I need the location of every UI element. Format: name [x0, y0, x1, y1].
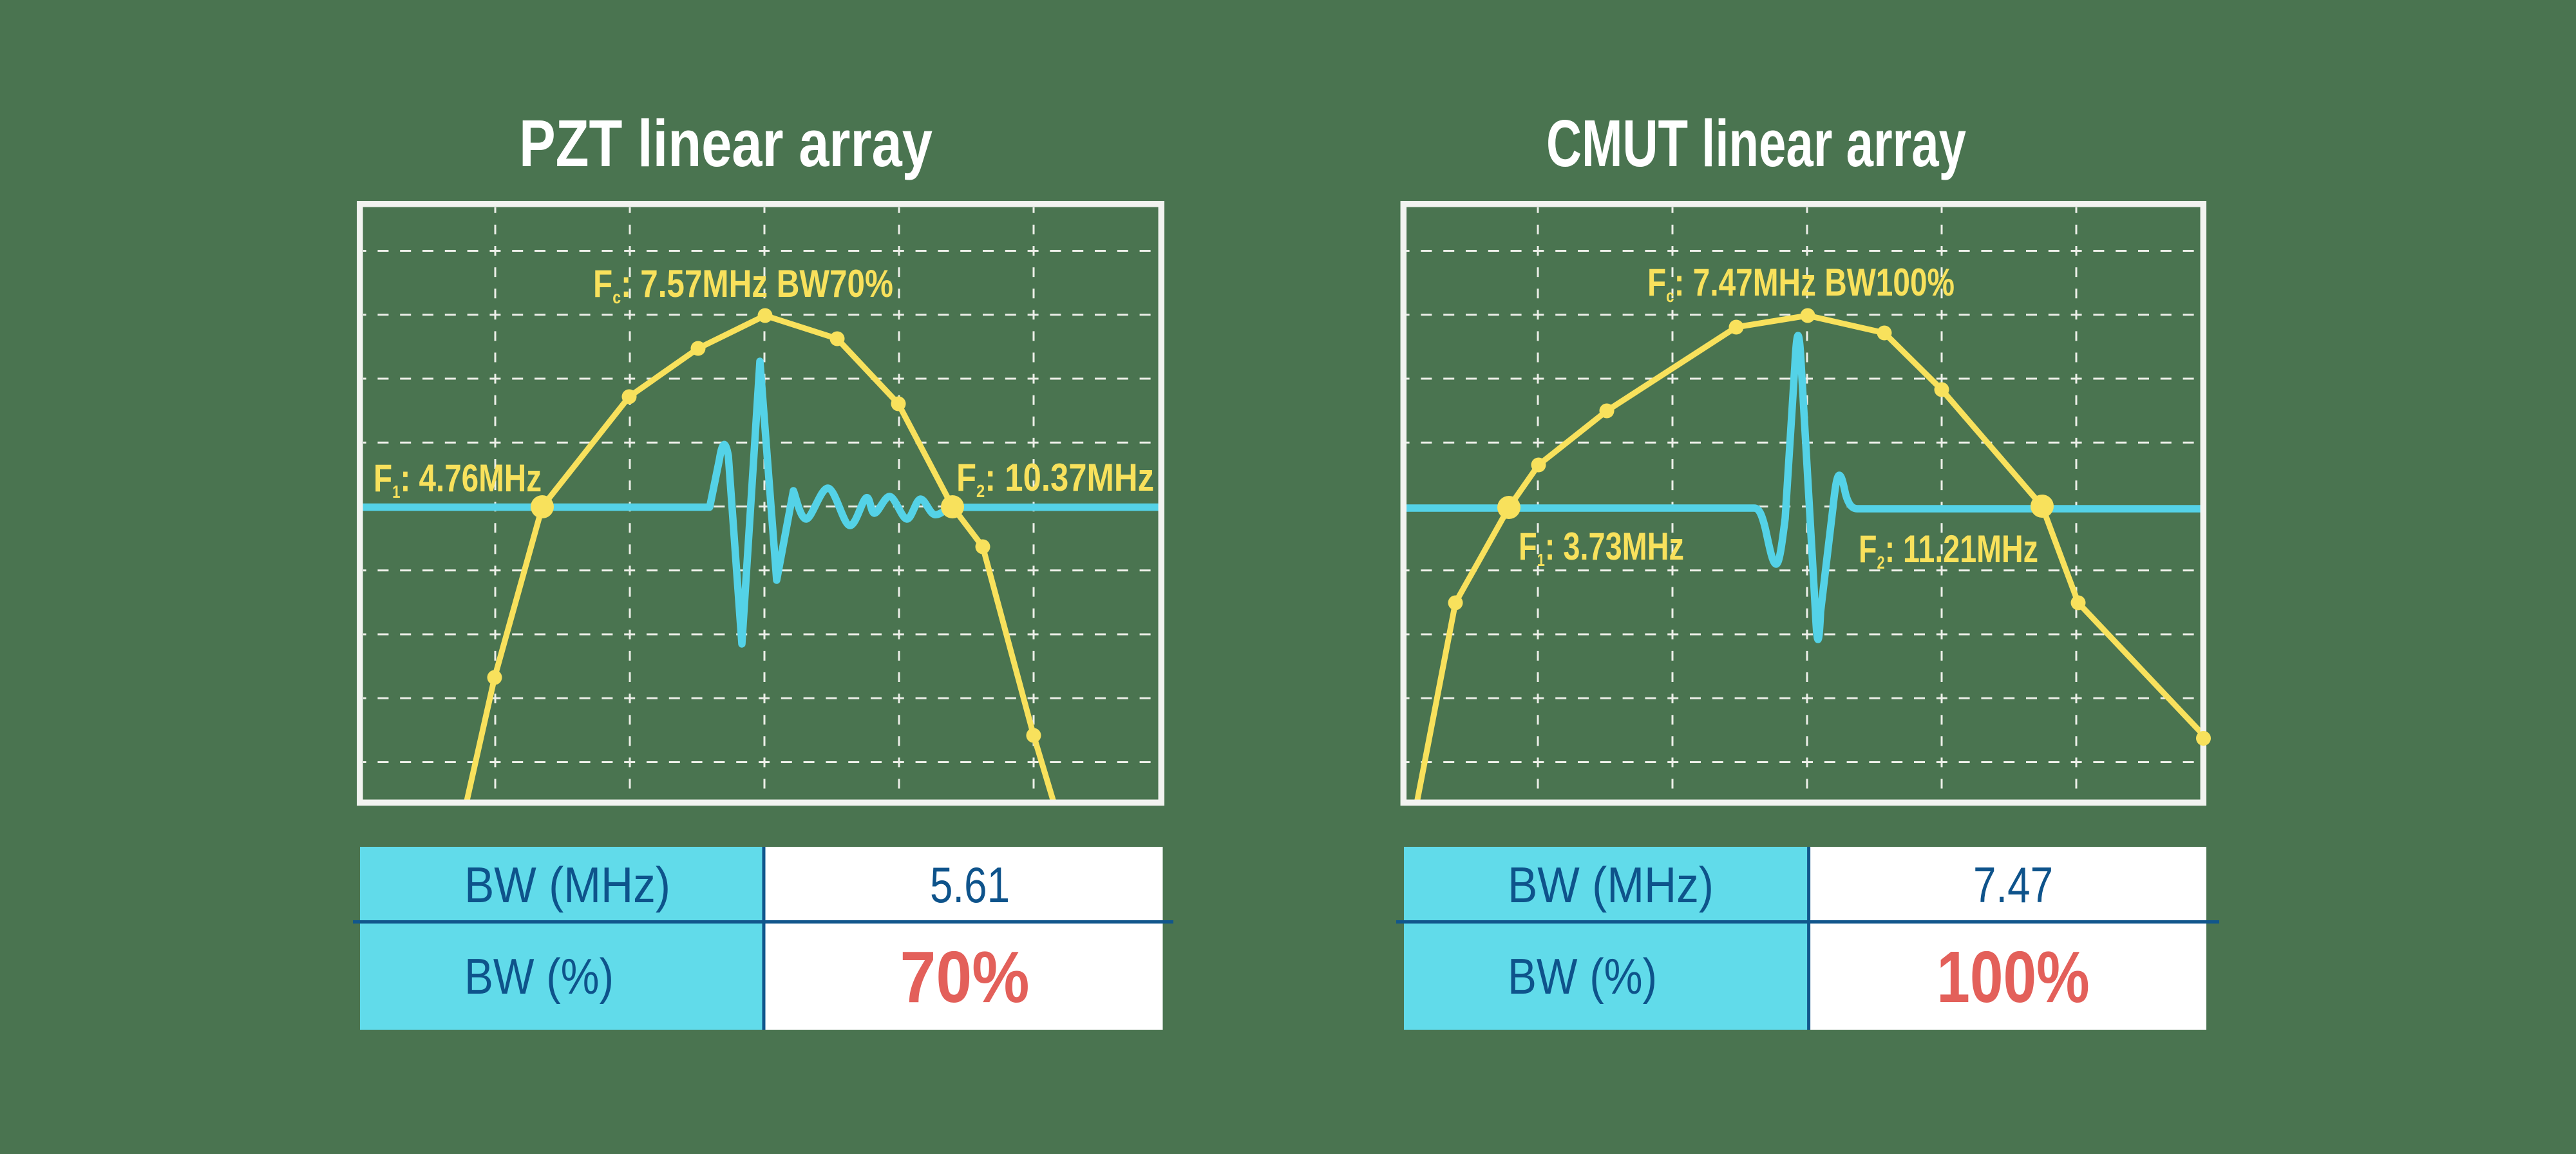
svg-text:F1: 4.76MHz: F1: 4.76MHz: [374, 457, 542, 502]
svg-text:BW (%): BW (%): [464, 948, 614, 1005]
svg-text:70%: 70%: [900, 936, 1030, 1017]
svg-text:BW (MHz): BW (MHz): [1508, 856, 1714, 913]
svg-text:F2: 10.37MHz: F2: 10.37MHz: [956, 456, 1154, 501]
svg-text:F2: 11.21MHz: F2: 11.21MHz: [1859, 527, 2038, 572]
svg-text:Fc: 7.47MHz BW100%: Fc: 7.47MHz BW100%: [1647, 261, 1955, 306]
svg-text:7.47: 7.47: [1973, 856, 2053, 913]
svg-text:BW (MHz): BW (MHz): [464, 856, 670, 913]
svg-text:F1: 3.73MHz: F1: 3.73MHz: [1519, 525, 1684, 570]
svg-text:Fc: 7.57MHz BW70%: Fc: 7.57MHz BW70%: [593, 262, 893, 307]
svg-text:5.61: 5.61: [930, 856, 1010, 913]
svg-text:CMUT linear array: CMUT linear array: [1546, 106, 1966, 180]
svg-text:PZT linear array: PZT linear array: [519, 106, 933, 180]
svg-text:BW (%): BW (%): [1508, 948, 1657, 1005]
svg-text:100%: 100%: [1937, 936, 2090, 1017]
